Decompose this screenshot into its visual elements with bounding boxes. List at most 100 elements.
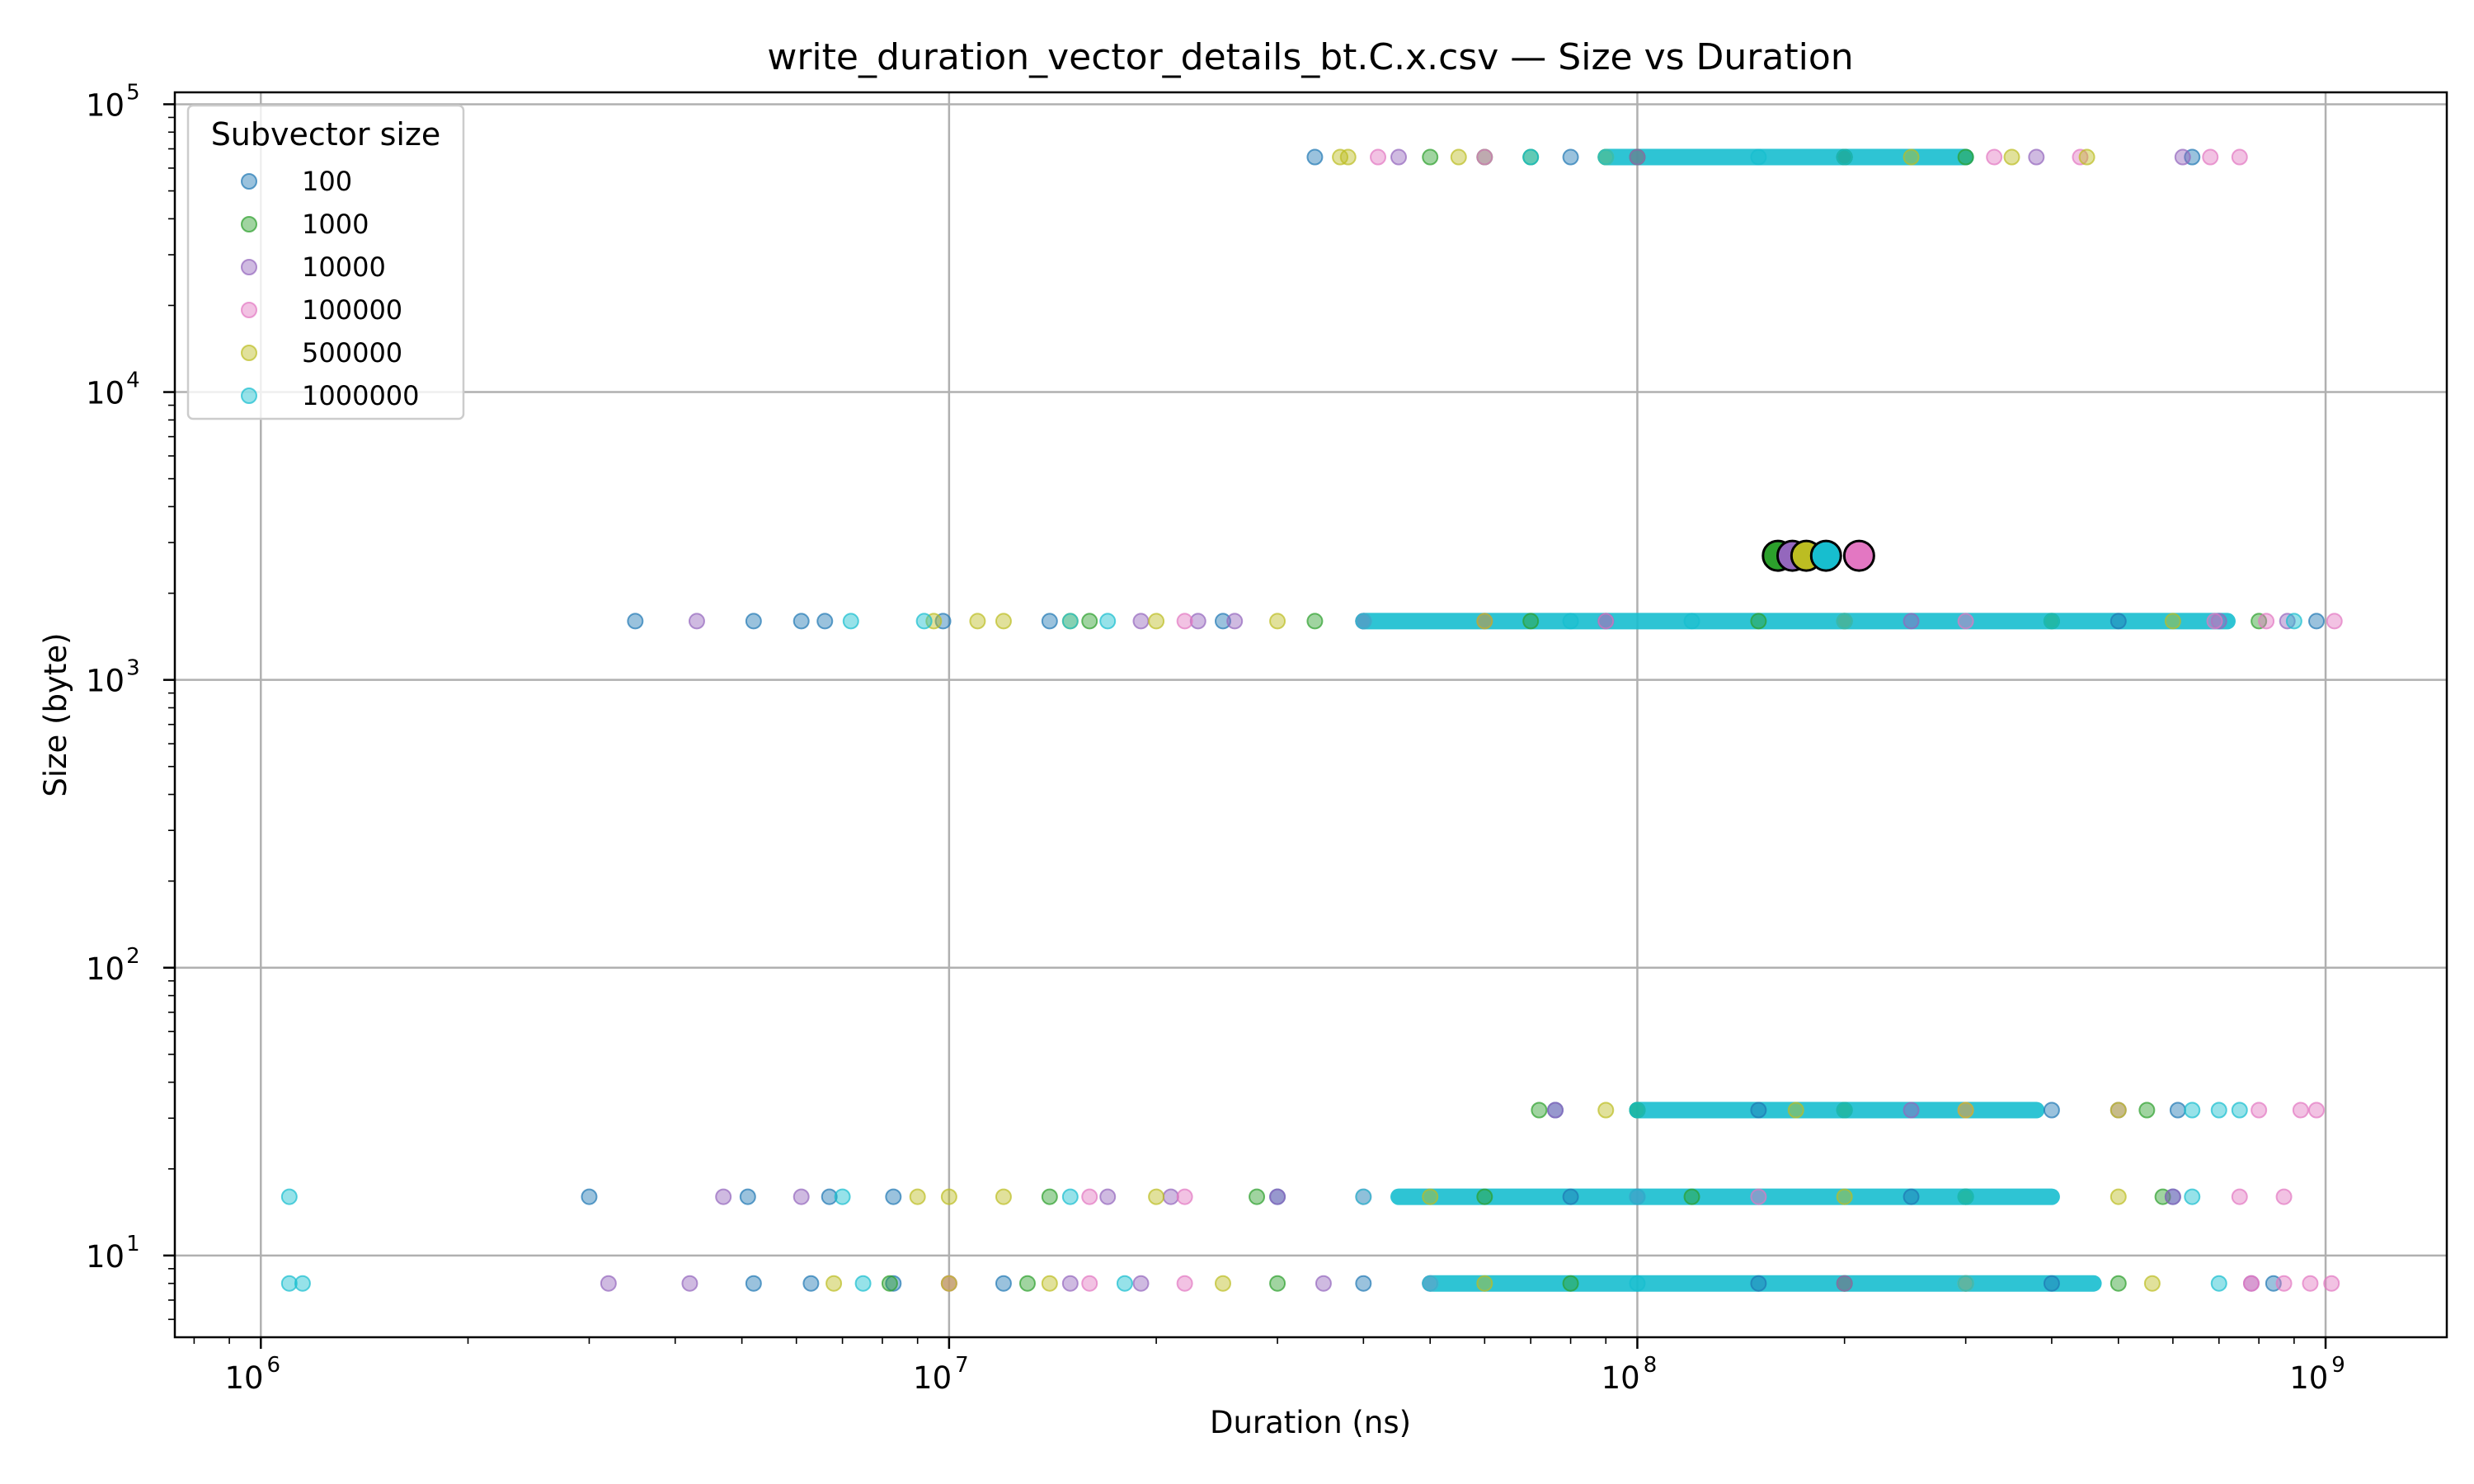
data-point — [969, 613, 986, 630]
data-point — [2143, 1275, 2161, 1292]
legend-item: 1000000 — [241, 380, 420, 411]
data-point — [1355, 613, 1372, 630]
data-point — [2210, 1101, 2227, 1119]
data-point — [1132, 1275, 1150, 1292]
data-point — [1370, 148, 1387, 166]
data-point — [1750, 613, 1767, 630]
data-point — [1836, 613, 1853, 630]
legend-marker — [241, 216, 257, 232]
data-point — [854, 1275, 872, 1292]
data-point — [834, 1188, 851, 1205]
data-point — [2174, 148, 2191, 166]
data-point — [2164, 1188, 2181, 1205]
data-point — [1957, 613, 1974, 630]
x-axis-label: Duration (ns) — [1210, 1405, 1411, 1440]
data-point — [2258, 613, 2275, 630]
data-point — [2302, 1275, 2319, 1292]
data-point — [2043, 1275, 2060, 1292]
data-point — [821, 1188, 838, 1205]
data-point — [1226, 613, 1244, 630]
data-point — [1476, 1275, 1493, 1292]
data-point — [995, 1188, 1012, 1205]
data-point — [1476, 1188, 1493, 1205]
x-tick-exponent: 6 — [267, 1353, 281, 1378]
data-point — [1116, 1275, 1133, 1292]
data-point — [1189, 613, 1206, 630]
data-point — [1562, 1275, 1579, 1292]
data-point — [1750, 1188, 1767, 1205]
data-point — [2164, 613, 2181, 630]
legend-item: 100 — [241, 166, 352, 197]
data-point — [881, 1275, 898, 1292]
data-point — [1683, 613, 1700, 630]
data-point — [2275, 1275, 2293, 1292]
data-point — [1176, 613, 1193, 630]
data-point — [1081, 613, 1098, 630]
data-point — [688, 613, 705, 630]
data-point — [1176, 1275, 1193, 1292]
data-point — [1750, 1275, 1767, 1292]
data-point — [627, 613, 644, 630]
data-point — [1597, 148, 1615, 166]
legend-item: 10000 — [241, 251, 386, 283]
x-tick-label: 10 7 — [913, 1353, 969, 1396]
data-point — [1562, 613, 1579, 630]
data-point — [995, 1275, 1012, 1292]
data-point — [2109, 1188, 2127, 1205]
data-point — [1522, 148, 1540, 166]
data-point — [1214, 613, 1231, 630]
mean-marker — [1809, 539, 1842, 572]
data-point — [1836, 1188, 1853, 1205]
data-point — [2109, 1101, 2127, 1119]
data-point — [1531, 1101, 1548, 1119]
data-point — [1422, 1188, 1439, 1205]
series-500000 — [825, 148, 2181, 1292]
data-point — [280, 1275, 298, 1292]
legend-label: 100000 — [302, 294, 402, 326]
data-point — [1836, 148, 1853, 166]
data-point — [1061, 613, 1079, 630]
data-point — [1629, 1188, 1646, 1205]
data-point — [1546, 1101, 1564, 1119]
data-point — [1081, 1275, 1098, 1292]
data-point — [2043, 1101, 2060, 1119]
data-point — [1269, 1188, 1286, 1205]
data-point — [1132, 613, 1150, 630]
data-point — [1903, 148, 1920, 166]
data-point — [1562, 148, 1579, 166]
data-point — [2206, 613, 2223, 630]
data-point — [2078, 148, 2095, 166]
series-100000 — [940, 148, 2343, 1292]
data-point — [1957, 1188, 1974, 1205]
series-1000 — [881, 148, 2268, 1292]
dense-point-bands — [1355, 148, 2236, 1292]
data-point — [1903, 1101, 1920, 1119]
data-point — [1061, 1275, 1079, 1292]
data-point — [2210, 613, 2227, 630]
data-point — [1355, 1188, 1372, 1205]
series-1000000 — [280, 148, 2302, 1292]
data-point — [2231, 148, 2248, 166]
data-point — [1957, 148, 1974, 166]
data-point — [1269, 1275, 1286, 1292]
legend-title: Subvector size — [211, 116, 441, 153]
data-point — [681, 1275, 698, 1292]
data-point — [1522, 613, 1540, 630]
legend-label: 1000000 — [302, 380, 420, 411]
data-point — [2275, 1188, 2293, 1205]
legend-label: 1000 — [302, 209, 369, 240]
data-point — [739, 1188, 756, 1205]
data-point — [1018, 1275, 1036, 1292]
data-point — [1249, 1188, 1266, 1205]
data-point — [2307, 613, 2325, 630]
legend-marker — [241, 173, 257, 190]
data-point — [2184, 1188, 2201, 1205]
data-point — [1176, 1188, 1193, 1205]
data-point — [2184, 1101, 2201, 1119]
x-tick-exponent: 7 — [955, 1353, 969, 1378]
data-point — [909, 1188, 926, 1205]
data-point — [2138, 1101, 2156, 1119]
data-point — [1450, 148, 1467, 166]
data-point — [294, 1275, 311, 1292]
